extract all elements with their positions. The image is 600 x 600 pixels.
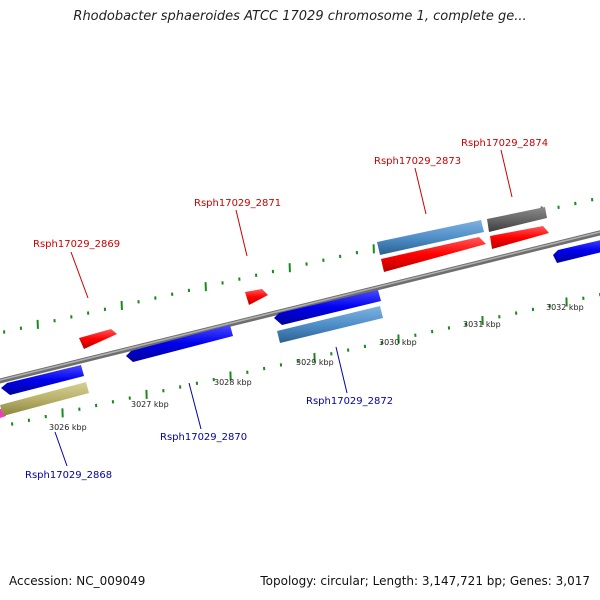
gene-arrow-2874[interactable] <box>490 226 549 249</box>
gene-labels: Rsph17029_2868 Rsph17029_2869 Rsph17029_… <box>25 138 548 481</box>
gene-arrow-2873[interactable] <box>381 237 486 272</box>
map-title: Rhodobacter sphaeroides ATCC 17029 chrom… <box>73 9 527 24</box>
backbone-line <box>0 230 600 384</box>
backbone-highlight <box>0 231 600 381</box>
scale-label-3029: 3029 kbp <box>296 358 334 367</box>
scale-label-3027: 3027 kbp <box>131 400 169 409</box>
gene-label-2869: Rsph17029_2869 <box>33 239 120 250</box>
gene-label-2874: Rsph17029_2874 <box>461 138 548 149</box>
scale-label-3031: 3031 kbp <box>463 320 501 329</box>
pseudogene-feature[interactable] <box>487 207 547 232</box>
scale-label-3026: 3026 kbp <box>49 423 87 432</box>
scale-labels: 3026 kbp 3027 kbp 3028 kbp 3029 kbp 3030… <box>49 303 584 432</box>
gene-arrow-2869[interactable] <box>79 329 117 349</box>
rna-feature-lower[interactable] <box>277 306 383 343</box>
rna-feature-upper[interactable] <box>377 220 484 255</box>
gene-label-2873: Rsph17029_2873 <box>374 156 461 167</box>
gene-label-2872: Rsph17029_2872 <box>306 396 393 407</box>
gene-arrow-2872[interactable] <box>274 290 381 325</box>
gene-arrow-2868[interactable] <box>1 365 84 395</box>
gene-arrow-right-edge[interactable] <box>553 238 600 263</box>
upper-tick-track <box>3 198 594 334</box>
scale-label-3028: 3028 kbp <box>214 378 252 387</box>
gene-label-2871: Rsph17029_2871 <box>194 198 281 209</box>
scale-label-3030: 3030 kbp <box>379 338 417 347</box>
gene-label-2870: Rsph17029_2870 <box>160 432 247 443</box>
feature-layer <box>0 207 600 418</box>
gene-label-2868: Rsph17029_2868 <box>25 470 112 481</box>
accession-text: Accession: NC_009049 <box>9 574 146 588</box>
lower-tick-track <box>11 293 600 426</box>
scale-label-3032: 3032 kbp <box>546 303 584 312</box>
gene-arrow-2871[interactable] <box>245 289 268 305</box>
leader-lines <box>54 149 513 467</box>
genome-summary-text: Topology: circular; Length: 3,147,721 bp… <box>260 574 590 588</box>
misc-feature-bar[interactable] <box>0 382 89 416</box>
gene-arrow-2870[interactable] <box>126 325 233 362</box>
